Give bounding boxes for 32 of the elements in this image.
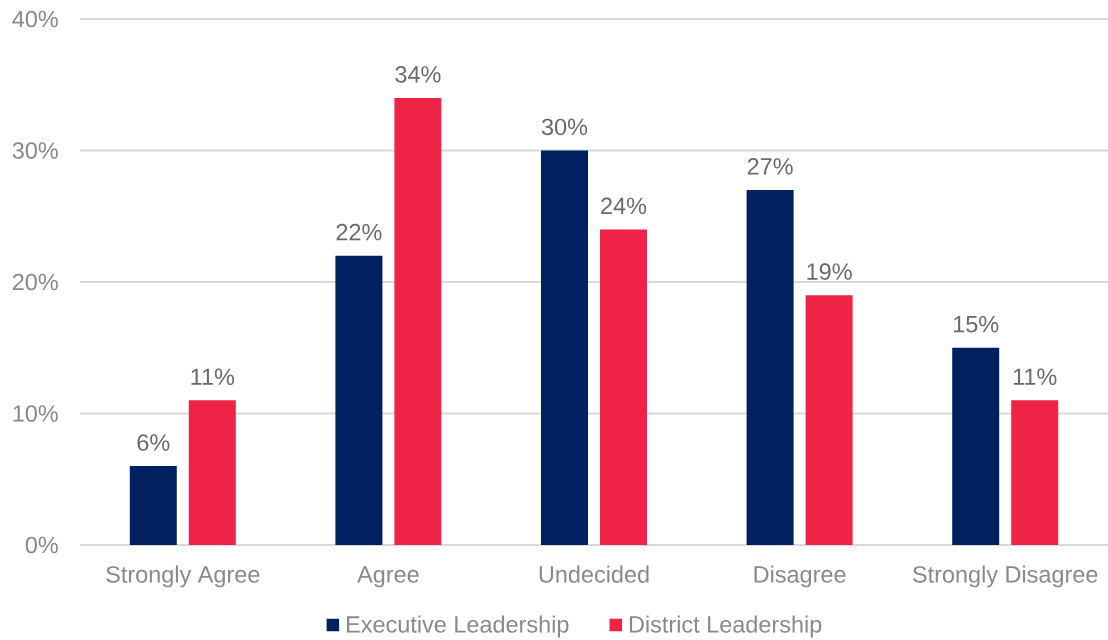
data-label: 15% <box>953 315 999 333</box>
data-label: 24% <box>601 197 647 215</box>
data-label: 11% <box>191 368 235 385</box>
bar <box>600 229 647 545</box>
legend-label: District Leadership <box>629 615 822 638</box>
data-label: 6% <box>137 434 170 451</box>
bar <box>1011 400 1059 545</box>
y-tick-label: 20% <box>12 273 58 291</box>
x-tick-label: Strongly Disagree <box>913 565 1098 588</box>
y-tick-label: 10% <box>13 405 58 422</box>
data-label: 19% <box>807 263 852 280</box>
legend-label: Executive Leadership <box>347 615 569 638</box>
y-tick-label: 30% <box>12 142 58 159</box>
bar <box>394 97 442 545</box>
x-tick-label: Undecided <box>539 565 649 583</box>
data-label: 22% <box>336 223 382 241</box>
bar <box>129 466 177 545</box>
x-tick-label: Agree <box>357 566 419 588</box>
data-label: 34% <box>395 66 441 83</box>
y-tick-label: 40% <box>12 10 58 28</box>
bar <box>952 347 1000 545</box>
bar <box>746 189 794 545</box>
data-label: 27% <box>747 158 793 175</box>
bar <box>335 255 383 545</box>
bar <box>805 295 853 545</box>
data-label: 11% <box>1013 368 1057 385</box>
x-tick-label: Disagree <box>754 565 846 588</box>
data-label: 30% <box>541 118 588 136</box>
x-tick-label: Strongly Agree <box>106 565 260 588</box>
bar <box>541 150 588 545</box>
y-tick-label: 0% <box>25 536 58 554</box>
bar <box>188 400 236 545</box>
